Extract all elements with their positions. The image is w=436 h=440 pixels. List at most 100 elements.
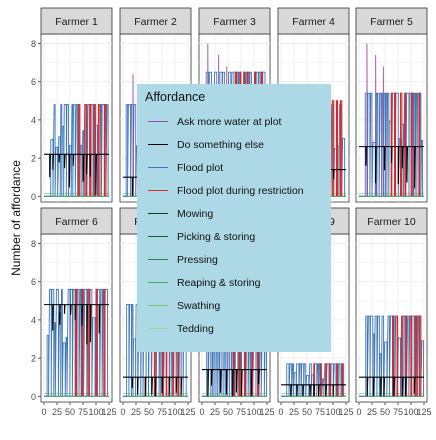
legend-label: Pressing [177, 253, 218, 266]
legend-item: Flood plot during restriction [145, 179, 331, 202]
y-axis-title: Number of affordance [9, 160, 23, 276]
facet-strip-label: Farmer 4 [292, 16, 335, 28]
series-line-flood-restriction [390, 92, 421, 197]
x-tick-label: 75 [393, 407, 403, 417]
facet-strip [355, 7, 428, 35]
x-tick-label: 50 [380, 407, 390, 417]
x-tick-label: 0 [41, 407, 46, 417]
facet-strip [40, 7, 113, 35]
series-line-flood-restriction [392, 315, 422, 397]
legend-label: Tedding [177, 322, 214, 335]
series-line-something-else [44, 304, 109, 345]
y-tick-label: 0 [31, 192, 36, 202]
x-tick-label: 0 [120, 407, 125, 417]
x-tick-label: 100 [403, 407, 418, 417]
series-line-something-else [359, 376, 424, 397]
x-tick-label: 25 [289, 407, 299, 417]
legend-key [148, 236, 168, 237]
facet-strip [40, 207, 113, 235]
legend-item: Flood plot [145, 156, 331, 179]
legend-label: Flood plot during restriction [177, 184, 304, 197]
series-line-flood-restriction [234, 71, 263, 197]
facet-strip-label: Farmer 1 [55, 16, 98, 28]
legend-key [148, 190, 168, 191]
x-tick-label: 50 [65, 407, 75, 417]
x-tick-label: 50 [302, 407, 312, 417]
legend-item: Mowing [145, 202, 331, 225]
facet-strip-label: Farmer 6 [55, 216, 98, 228]
legend-label: Mowing [177, 207, 214, 220]
series-line-something-else [44, 153, 109, 195]
x-tick-label: 100 [88, 407, 103, 417]
x-tick-label: 25 [52, 407, 62, 417]
x-tick-label: 75 [157, 407, 167, 417]
legend-label: Picking & storing [177, 230, 256, 243]
legend-key [148, 121, 168, 122]
legend-label: Ask more water at plot [177, 115, 282, 128]
facet-strip-label: Farmer 2 [134, 16, 177, 28]
x-tick-label: 0 [199, 407, 204, 417]
legend-item: Pressing [145, 248, 331, 271]
y-tick-label: 4 [31, 115, 36, 125]
legend-label: Do something else [177, 138, 264, 151]
legend-key [148, 213, 168, 214]
series-line-something-else [281, 384, 346, 397]
facet-strip [277, 7, 350, 35]
legend-item: Swathing [145, 294, 331, 317]
x-tick-label: 100 [167, 407, 182, 417]
x-tick-label: 125 [180, 407, 195, 417]
series-line-flood-restriction [75, 288, 106, 397]
legend-key [148, 259, 168, 260]
facet-strip [198, 7, 271, 35]
legend-item: Do something else [145, 133, 331, 156]
y-tick-label: 0 [31, 392, 36, 402]
series-line-flood-restriction [78, 104, 107, 197]
y-tick-label: 4 [31, 315, 36, 325]
series-line-flood-restriction [313, 363, 344, 397]
legend-key [148, 167, 168, 168]
facet-panel: Farmer 1 0 2 4 6 8 [31, 7, 113, 203]
legend-item: Tedding [145, 317, 331, 340]
series-line-something-else [123, 376, 188, 397]
facet-panel: Farmer 5 [355, 7, 428, 203]
legend-label: Flood plot [177, 161, 224, 174]
facet-strip-label: Farmer 10 [367, 216, 416, 228]
x-tick-label: 25 [131, 407, 141, 417]
x-tick-label: 125 [338, 407, 353, 417]
legend-title: Affordance [145, 90, 206, 104]
x-tick-label: 75 [236, 407, 246, 417]
x-tick-label: 125 [259, 407, 274, 417]
legend-key [148, 144, 168, 145]
legend-item: Ask more water at plot [145, 110, 331, 133]
legend-label: Swathing [177, 299, 221, 312]
x-tick-label: 75 [315, 407, 325, 417]
y-tick-label: 2 [31, 354, 36, 364]
y-tick-label: 6 [31, 277, 36, 287]
legend-item: Reaping & storing [145, 271, 331, 294]
legend-key [148, 305, 168, 306]
legend-key [148, 282, 168, 283]
y-tick-label: 2 [31, 154, 36, 164]
x-tick-label: 100 [325, 407, 340, 417]
legend-label: Reaping & storing [177, 276, 261, 289]
facet-strip-label: Farmer 5 [370, 16, 413, 28]
x-tick-label: 50 [144, 407, 154, 417]
facet-strip [355, 207, 428, 235]
x-tick-label: 125 [101, 407, 116, 417]
facet-strip [119, 7, 192, 35]
legend-item: Picking & storing [145, 225, 331, 248]
x-tick-label: 50 [223, 407, 233, 417]
x-tick-label: 0 [356, 407, 361, 417]
y-tick-label: 8 [31, 39, 36, 49]
legend: Affordance Ask more water at plot Do some… [137, 84, 331, 352]
series-line-something-else [359, 146, 424, 189]
x-tick-label: 100 [246, 407, 261, 417]
y-tick-label: 8 [31, 239, 36, 249]
y-tick-label: 6 [31, 77, 36, 87]
x-tick-label: 125 [416, 407, 431, 417]
x-tick-label: 75 [78, 407, 88, 417]
x-tick-label: 0 [278, 407, 283, 417]
legend-key [148, 328, 168, 329]
